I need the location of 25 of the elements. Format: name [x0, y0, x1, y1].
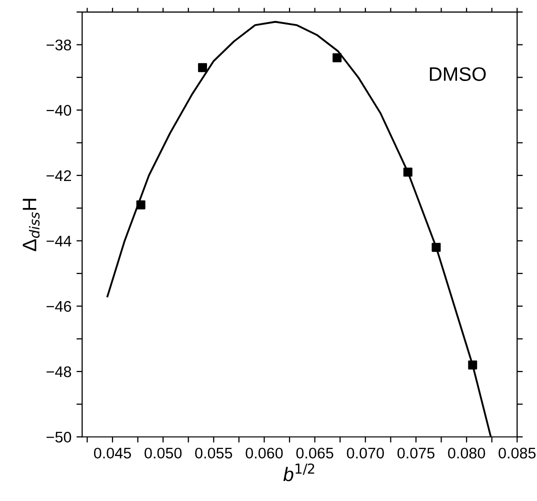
y-tick-label: −40: [46, 104, 72, 116]
point: [198, 63, 208, 72]
point: [332, 53, 342, 62]
point: [468, 360, 478, 370]
x-tick-label: 0.065: [296, 448, 334, 459]
y-axis-title: Δ$_{diss}$H: [22, 198, 40, 252]
y-tick-label: −38: [46, 40, 72, 50]
x-tick-label: 0.080: [448, 448, 486, 459]
point: [403, 168, 412, 177]
x-axis-title: b$^{1/2}$: [283, 463, 314, 482]
x-tick-label: 0.075: [397, 448, 434, 459]
x-tick-label: 0.055: [195, 448, 232, 459]
point: [432, 242, 441, 252]
y-tick-label: −42: [46, 170, 71, 181]
y-tick-label: −50: [46, 432, 72, 443]
y-tick-label: −48: [46, 366, 72, 378]
x-tick-label: 0.050: [144, 448, 182, 459]
annotation: DMSO: [430, 67, 486, 81]
y-tick-label: −44: [46, 236, 72, 246]
x-tick-label: 0.085: [498, 448, 536, 459]
x-tick-label: 0.060: [246, 448, 283, 459]
x-tick-label: 0.045: [94, 448, 131, 459]
y-tick-label: −46: [46, 301, 72, 312]
point: [136, 200, 146, 210]
x-tick-label: 0.070: [346, 448, 384, 459]
